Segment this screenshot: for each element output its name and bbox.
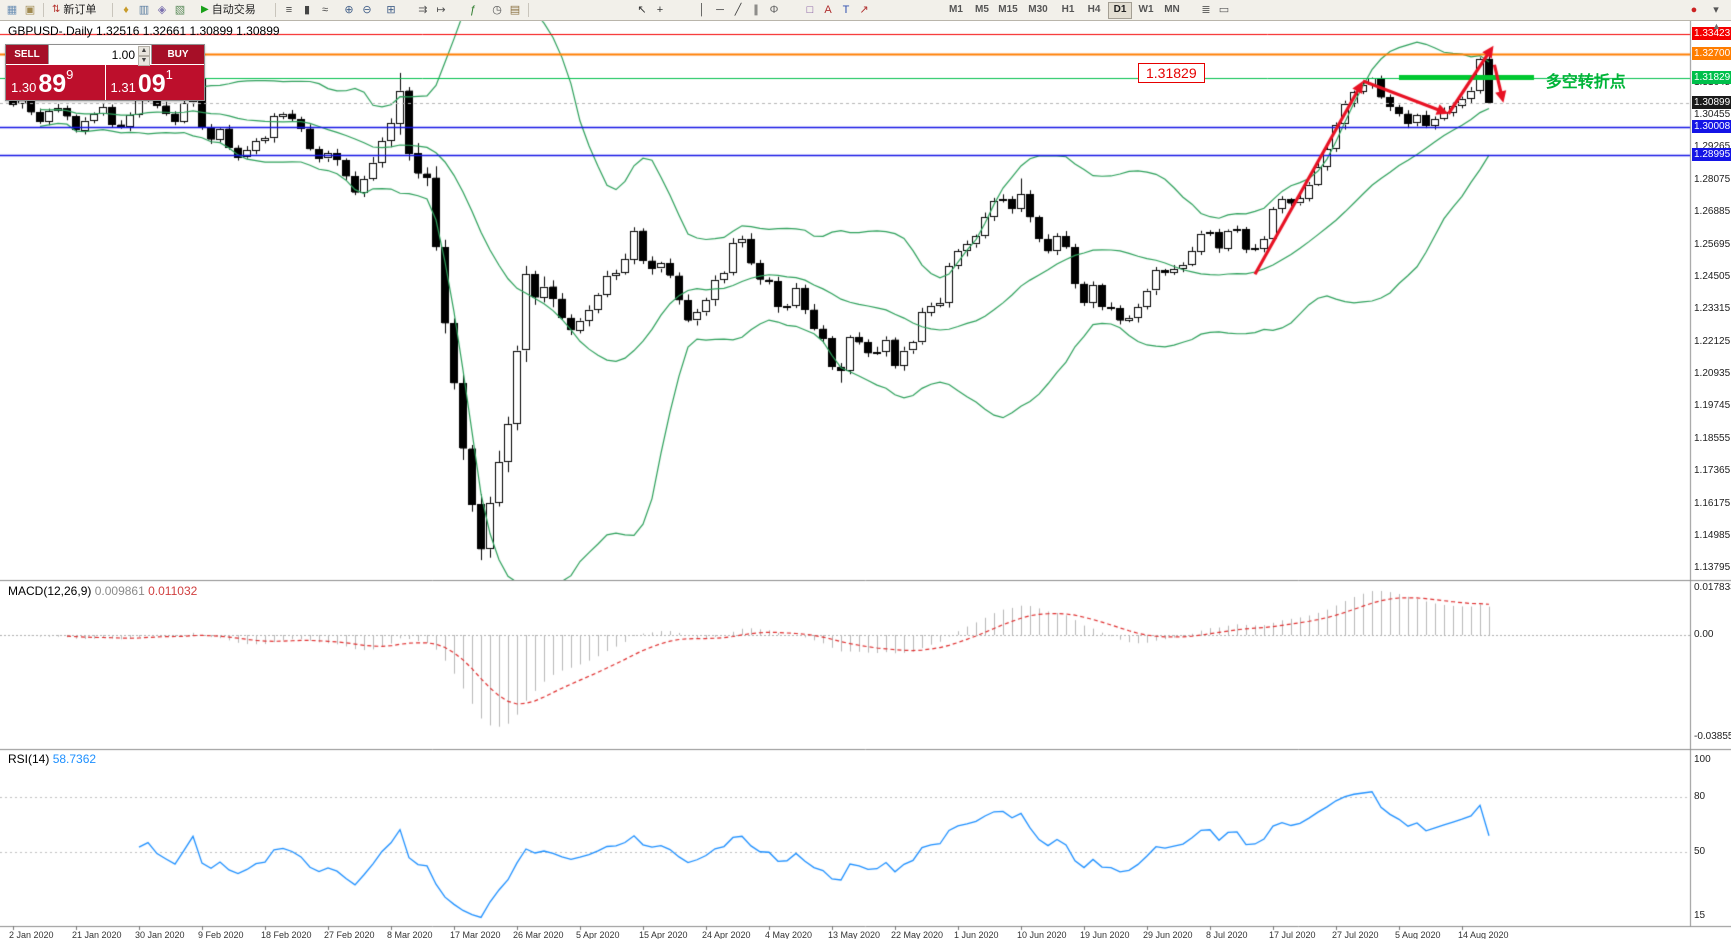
data-window-icon[interactable]: ▥ [138,4,150,16]
macd-indicator-label: MACD(12,26,9) 0.009861 0.011032 [8,584,197,598]
bid-price-head: 1.30 [11,80,37,95]
templates-icon[interactable]: ▤ [509,4,521,16]
scroll-marker-icon: ▲ [1712,21,1721,31]
timeframe-w1[interactable]: W1 [1138,4,1154,15]
news-icon[interactable]: ● [1690,4,1698,16]
timeframe-m15[interactable]: M15 [998,4,1018,15]
bid-price-sup: 9 [66,67,74,82]
macd-signal-value: 0.011032 [148,584,198,598]
autotrading-button[interactable]: ▶ 自动交易 [198,2,259,18]
volume-increase-button[interactable]: ▲ [138,46,150,56]
sell-button[interactable]: SELL [6,45,48,64]
indicator-list-icon[interactable]: ≣ [1201,4,1211,16]
buy-button[interactable]: BUY [152,45,204,64]
ask-price-panel[interactable]: 1.31 09 1 [105,65,204,100]
new-order-button-label: 新订单 [63,4,97,16]
new-chart-icon[interactable]: ▦ [6,4,18,16]
cursor-icon[interactable]: ↖ [637,4,647,16]
chart-title: GBPUSD-.Daily 1.32516 1.32661 1.30899 1.… [8,24,280,38]
new-order-button[interactable]: ⇅ 新订单 [49,2,99,18]
zoom-in-icon[interactable]: ⊕ [344,4,354,16]
arrows-tool-icon[interactable]: ↗ [859,4,869,16]
volume-field-wrap: ▲ ▼ [48,45,152,66]
timeframe-m30[interactable]: M30 [1028,4,1048,15]
volume-decrease-button[interactable]: ▼ [138,56,150,66]
volume-input[interactable] [49,45,151,64]
vertical-line-icon[interactable]: │ [698,4,706,16]
candlestick-chart-icon[interactable]: ▮ [303,4,311,16]
new-order-icon: ⇅ [52,4,61,15]
macd-main-value: 0.009861 [94,584,145,598]
chart-shift-icon[interactable]: ↦ [436,4,446,16]
symbol-period-label: GBPUSD-.Daily [8,24,93,38]
fibonacci-icon[interactable]: Φ [769,4,779,16]
autotrading-icon: ▶ [201,4,209,15]
timeframe-m1[interactable]: M1 [949,4,963,15]
rsi-indicator-label: RSI(14) 58.7362 [8,752,96,766]
toolbar-separator [528,3,529,17]
text-icon[interactable]: A [824,4,832,16]
terminal-icon[interactable]: ▧ [174,4,186,16]
indicators-icon[interactable]: ƒ [469,4,477,16]
timeframe-d1[interactable]: D1 [1108,2,1132,19]
channel-icon[interactable]: ∥ [753,4,759,16]
period-icon[interactable]: ◷ [492,4,502,16]
tile-windows-icon[interactable]: ⊞ [386,4,396,16]
toolbar: ▦ ▣ ⇅ 新订单 ♦ ▥ ◈ ▧ ▶ 自动交易 ≡ ▮ ≈ ⊕ ⊖ ⊞ ⇉ ↦ ƒ ◷ ▤ ↖ + │ ─ ╱ ∥ Φ □ A T ↗ M1 M… [0,0,1731,21]
timeframe-m5[interactable]: M5 [975,4,989,15]
timeframe-mn[interactable]: MN [1164,4,1180,15]
horizontal-line-icon[interactable]: ─ [716,4,724,16]
crosshair-icon[interactable]: + [656,4,664,16]
toolbar-separator [275,3,276,17]
objects-list-icon[interactable]: ▭ [1218,4,1230,16]
line-chart-icon[interactable]: ≈ [321,4,329,16]
autotrading-button-label: 自动交易 [211,4,256,16]
profiles-icon[interactable]: ▣ [24,4,36,16]
timeframe-h1[interactable]: H1 [1061,4,1075,15]
rsi-name: RSI(14) [8,752,50,766]
auto-scroll-icon[interactable]: ⇉ [418,4,428,16]
macd-name: MACD(12,26,9) [8,584,92,598]
shapes-icon[interactable]: □ [806,4,814,16]
ask-price-sup: 1 [165,67,173,82]
label-icon[interactable]: T [842,4,850,16]
price-annotation[interactable]: 1.31829 [1138,63,1205,83]
navigator-icon[interactable]: ◈ [157,4,167,16]
bar-chart-icon[interactable]: ≡ [285,4,293,16]
market-watch-icon[interactable]: ♦ [123,4,129,16]
rsi-value: 58.7362 [52,752,97,766]
ohlc-values-label: 1.32516 1.32661 1.30899 1.30899 [96,24,280,38]
bid-price-panel[interactable]: 1.30 89 9 [6,65,105,100]
ask-price-head: 1.31 [110,80,136,95]
ask-price-big: 09 [137,70,166,98]
zoom-out-icon[interactable]: ⊖ [362,4,372,16]
turning-point-annotation[interactable]: 多空转折点 [1545,73,1626,91]
timeframe-h4[interactable]: H4 [1087,4,1101,15]
toolbar-separator [43,3,44,17]
toolbar-separator [112,3,113,17]
bid-price-big: 89 [38,70,67,98]
toolbar-more-icon[interactable]: ▾ [1713,4,1719,16]
trendline-icon[interactable]: ╱ [734,4,742,16]
